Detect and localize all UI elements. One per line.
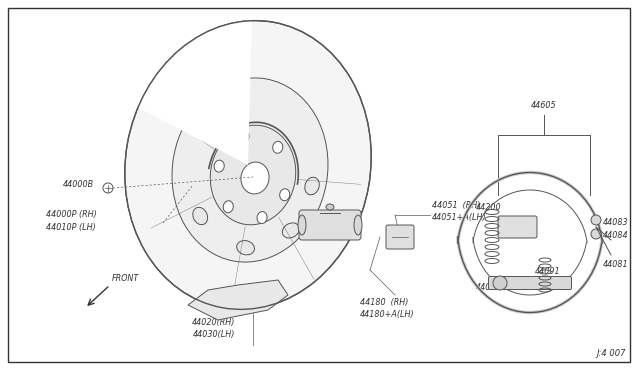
Text: 44000P (RH): 44000P (RH) xyxy=(46,210,97,219)
FancyBboxPatch shape xyxy=(386,225,414,249)
Ellipse shape xyxy=(305,177,319,195)
Ellipse shape xyxy=(193,207,207,225)
Text: 44605: 44605 xyxy=(531,101,557,110)
Ellipse shape xyxy=(326,204,334,210)
Text: 44051  (RH): 44051 (RH) xyxy=(432,201,481,210)
Ellipse shape xyxy=(211,125,296,225)
Text: 44051+A(LH): 44051+A(LH) xyxy=(432,213,486,222)
Text: 44180+A(LH): 44180+A(LH) xyxy=(360,310,415,319)
Ellipse shape xyxy=(223,201,234,213)
FancyBboxPatch shape xyxy=(299,210,361,240)
Ellipse shape xyxy=(237,241,255,255)
Ellipse shape xyxy=(282,223,300,238)
Text: 44020(RH): 44020(RH) xyxy=(192,318,236,327)
Ellipse shape xyxy=(257,212,267,224)
FancyBboxPatch shape xyxy=(488,276,572,289)
Text: 44090: 44090 xyxy=(476,283,502,292)
Ellipse shape xyxy=(273,141,283,153)
Ellipse shape xyxy=(172,78,328,262)
Ellipse shape xyxy=(241,162,269,194)
Polygon shape xyxy=(188,280,288,320)
Text: 44200: 44200 xyxy=(476,203,502,212)
Text: 44010P (LH): 44010P (LH) xyxy=(46,223,96,232)
Ellipse shape xyxy=(214,160,224,172)
Text: 44083: 44083 xyxy=(603,218,628,227)
Ellipse shape xyxy=(239,131,249,142)
Text: J:4 007: J:4 007 xyxy=(596,349,626,358)
Text: 44180  (RH): 44180 (RH) xyxy=(360,298,408,307)
Circle shape xyxy=(493,276,507,290)
Text: 44084: 44084 xyxy=(603,231,628,240)
Ellipse shape xyxy=(354,215,362,235)
Text: 44030(LH): 44030(LH) xyxy=(193,330,235,339)
FancyBboxPatch shape xyxy=(498,216,537,238)
Circle shape xyxy=(591,215,601,225)
Circle shape xyxy=(591,229,601,239)
Circle shape xyxy=(103,183,113,193)
Text: 44081: 44081 xyxy=(603,260,628,269)
Ellipse shape xyxy=(280,189,290,201)
Ellipse shape xyxy=(298,215,306,235)
Ellipse shape xyxy=(125,20,371,310)
Text: FRONT: FRONT xyxy=(112,274,140,283)
Polygon shape xyxy=(138,21,252,165)
Text: 44000B: 44000B xyxy=(63,180,94,189)
Text: 44091: 44091 xyxy=(535,267,561,276)
